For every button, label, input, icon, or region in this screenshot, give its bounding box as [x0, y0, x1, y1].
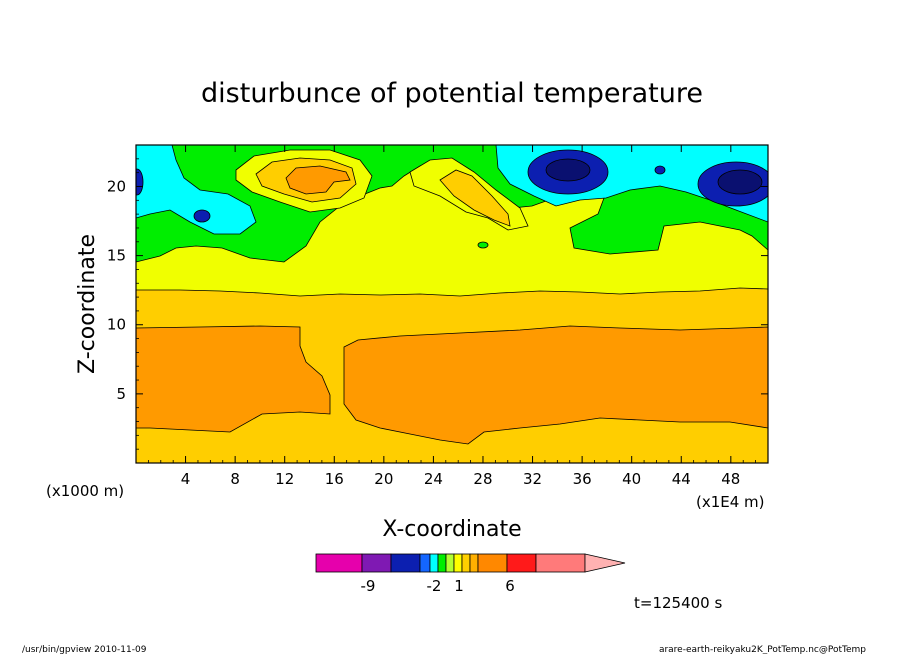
colorbar-extend-arrow [584, 553, 626, 573]
colorbar-cell [361, 553, 392, 573]
time-label: t=125400 s [634, 594, 722, 612]
footer-left: /usr/bin/gpview 2010-11-09 [22, 645, 147, 654]
colorbar-cell [506, 553, 537, 573]
chart-title: disturbunce of potential temperature [201, 78, 703, 109]
level-blob-orange-3 [439, 169, 511, 227]
x-tick-label: 32 [523, 470, 542, 488]
y-tick-label: 10 [107, 316, 126, 334]
colorbar-cell [535, 553, 586, 573]
x-tick-label: 36 [573, 470, 592, 488]
y-tick-label: 20 [107, 177, 126, 195]
x-tick-label: 40 [622, 470, 641, 488]
colorbar-tick-label: -9 [361, 577, 376, 595]
footer-right: arare-earth-reikyaku2K_PotTemp.nc@PotTem… [659, 645, 866, 654]
y-axis-label: Z-coordinate [75, 234, 100, 374]
colorbar-cell [390, 553, 421, 573]
x-tick-label: 20 [374, 470, 393, 488]
y-tick-label: 15 [107, 247, 126, 265]
colorbar-cell [453, 553, 463, 573]
x-tick-label: 4 [181, 470, 191, 488]
level-core-blue-5 [136, 168, 144, 196]
level-core-navy-2 [717, 169, 763, 195]
level-band-orange [136, 325, 331, 433]
level-core-navy-1 [545, 158, 591, 182]
level-blob-green-small [477, 241, 489, 249]
level-core-blue-4 [193, 209, 211, 223]
colorbar-cell [429, 553, 439, 573]
x-unit-right: (x1E4 m) [696, 493, 765, 511]
x-tick-label: 28 [473, 470, 492, 488]
colorbar: -9 -2 1 6 [315, 553, 626, 595]
x-tick-label: 44 [672, 470, 691, 488]
plot-area [136, 145, 768, 463]
colorbar-cell [461, 553, 471, 573]
colorbar-tick-label: 6 [505, 577, 515, 595]
colorbar-cell [315, 553, 363, 573]
level-blob-orange-2 [285, 165, 351, 195]
plot-frame [135, 144, 769, 464]
x-tick-label: 12 [275, 470, 294, 488]
colorbar-cell [477, 553, 508, 573]
level-band-cyan-left [136, 145, 257, 235]
colorbar-cell [469, 553, 479, 573]
x-axis-ticks: 4 8 12 16 20 24 28 32 36 40 44 48 [147, 145, 757, 488]
colorbar-tick-label: 1 [454, 577, 464, 595]
colorbar-tick-label: -2 [427, 577, 442, 595]
x-unit-left: (x1000 m) [46, 482, 124, 500]
level-band-orange-right [343, 325, 768, 445]
x-tick-label: 8 [230, 470, 240, 488]
y-axis-ticks: 5 10 15 20 [107, 158, 768, 450]
colorbar-cell [437, 553, 447, 573]
colorbar-cell [419, 553, 431, 573]
x-tick-label: 48 [721, 470, 740, 488]
x-tick-label: 24 [424, 470, 443, 488]
colorbar-cell [445, 553, 455, 573]
y-tick-label: 5 [116, 385, 126, 403]
x-tick-label: 16 [325, 470, 344, 488]
level-core-blue-3 [654, 165, 666, 175]
x-axis-label: X-coordinate [382, 517, 521, 542]
